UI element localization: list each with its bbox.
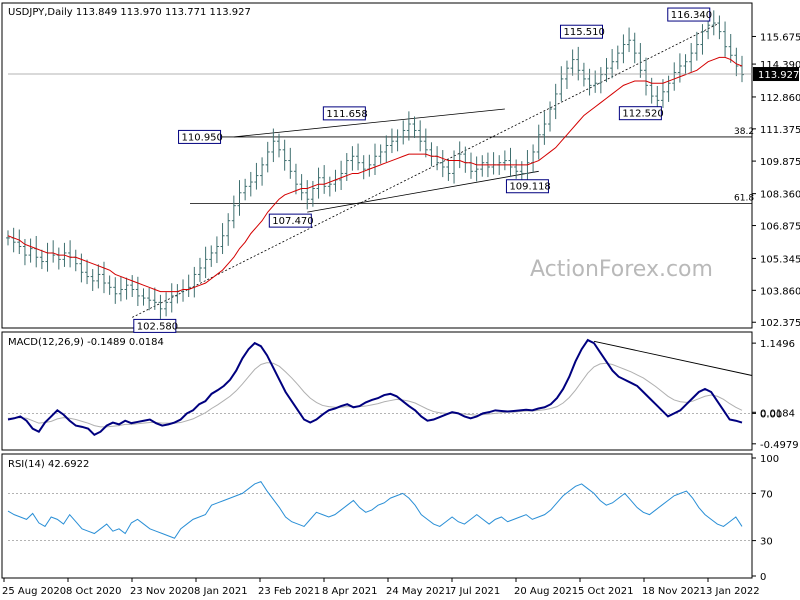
last-price-tag [753,67,799,82]
macd-y-tick-label: 1.1496 [760,339,795,350]
macd-line [7,338,743,436]
price-y-tick-label: 114.390 [760,60,800,71]
x-tick-label: 8 Jan 2021 [194,586,248,597]
price-y-tick-label: 103.860 [760,286,800,297]
price-annotation-label: 102.580 [137,321,178,332]
macd-y-tick-label: 0.0184 [760,408,795,419]
rsi-line [7,480,743,539]
macd-plot [7,338,753,436]
x-tick-label: 20 Aug 2021 [514,586,578,597]
x-tick-label: 23 Nov 2020 [130,586,194,597]
x-tick-label: 23 Feb 2021 [258,586,320,597]
price-y-tick-label: 108.360 [760,190,800,201]
watermark: ActionForex.com [530,257,713,282]
channel-lower-line [307,170,539,213]
price-annotation-box [559,24,603,39]
price-panel-title: USDJPY,Daily 113.849 113.970 113.771 113… [8,7,251,18]
price-y-tick-label: 102.375 [760,318,800,329]
rsi-y-tick-label: 100 [760,454,779,465]
price-annotation-box [178,129,222,144]
price-y-tick-label: 106.875 [760,222,800,233]
x-tick-label: 5 Oct 2021 [578,586,633,597]
price-annotation-label: 111.658 [326,109,367,120]
x-tick-label: 7 Jul 2021 [450,586,500,597]
macd-trendline [593,340,753,376]
price-annotation-box [322,106,366,121]
last-price-tag-label: 113.927 [758,70,799,81]
price-annotation-label: 116.340 [671,10,712,21]
rsi-y-tick-label: 70 [760,489,773,500]
price-y-tick-label: 105.345 [760,254,800,265]
rsi-panel-frame [1,453,753,579]
macd-y-tick-label: -0.4979 [760,440,799,451]
x-tick-label: 3 Jan 2022 [706,586,760,597]
price-annotation-label: 112.520 [622,109,663,120]
rsi-panel-title: RSI(14) 42.6922 [8,459,89,470]
price-annotation-label: 115.510 [563,27,604,38]
price-annotation-label: 109.118 [509,182,550,193]
macd-y-tick-label: 0.00 [760,409,782,420]
rsi-plot [7,480,752,541]
x-tick-label: 8 Apr 2021 [322,586,377,597]
price-y-tick-label: 112.860 [760,93,800,104]
price-annotation-box [618,106,662,121]
price-annotation-box [133,318,177,333]
price-annotation-box [268,213,312,228]
support-trendline [132,22,720,318]
price-annotation-box [505,179,549,194]
macd-panel-title: MACD(12,26,9) -0.1489 0.0184 [8,337,164,348]
price-annotation-box [667,7,711,22]
price-panel-frame [1,2,753,329]
x-tick-label: 24 May 2021 [386,586,451,597]
price-annotation-label: 107.470 [272,216,313,227]
rsi-y-tick-label: 30 [760,537,773,548]
price-annotation-label: 110.950 [182,132,223,143]
x-tick-label: 8 Oct 2020 [66,586,121,597]
price-y-tick-label: 109.875 [760,157,800,168]
x-tick-label: 18 Nov 2021 [642,586,706,597]
fib-level-label: 61.8 [734,194,754,204]
moving-average-line [7,56,743,293]
x-tick-label: 25 Aug 2020 [2,586,66,597]
axes: 115.675 114.390 112.860 111.375 109.875 108.3… [2,32,800,597]
macd-signal-line [8,362,743,428]
price-plot: 38.2 61.8 102.580 110.950 107.470 111.658 109.… [6,7,754,333]
channel-upper-line [233,108,505,138]
price-y-tick-label: 111.375 [760,125,800,136]
price-y-tick-label: 115.675 [760,32,800,43]
rsi-y-tick-label: 0 [760,572,766,583]
macd-panel-frame [1,331,753,451]
fib-level-label: 38.2 [734,127,754,137]
